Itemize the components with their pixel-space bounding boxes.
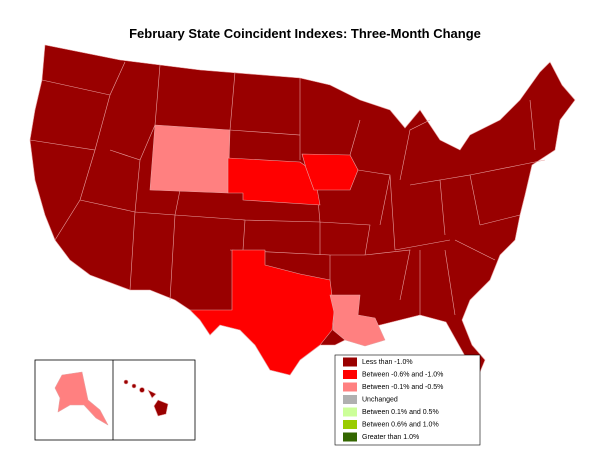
us-map <box>29 44 576 376</box>
state-region <box>147 389 157 399</box>
legend-label: Unchanged <box>362 396 398 403</box>
legend: Less than -1.0% Between -0.6% and -1.0% Be… <box>343 357 443 442</box>
legend-swatch <box>343 370 357 379</box>
state-region <box>153 399 169 417</box>
legend-box <box>334 354 481 446</box>
legend-label: Greater than 1.0% <box>362 434 419 441</box>
state-border <box>29 61 546 316</box>
legend-swatch <box>343 382 357 392</box>
hawaii <box>123 379 169 417</box>
state-region <box>227 157 321 206</box>
state-region <box>301 153 359 191</box>
legend-label: Between -0.6% and -1.0% <box>362 371 443 378</box>
legend-label: Between 0.6% and 1.0% <box>362 421 439 428</box>
legend-swatch <box>343 395 357 404</box>
inset-frame <box>34 359 196 441</box>
legend-label: Between -0.1% and -0.5% <box>362 384 443 391</box>
state-region <box>123 379 129 385</box>
map-title: February State Coincident Indexes: Three… <box>129 26 481 41</box>
state-region <box>139 387 145 393</box>
state-region <box>149 124 231 194</box>
legend-swatch <box>343 420 357 429</box>
inset-maps <box>34 359 196 441</box>
state-region <box>54 371 109 426</box>
legend-swatch <box>343 357 357 367</box>
state-region <box>131 383 137 389</box>
legend-label: Between 0.1% and 0.5% <box>362 409 439 416</box>
state-region <box>189 249 335 376</box>
legend-swatch <box>343 407 357 417</box>
state-region <box>329 294 386 347</box>
legend-swatch <box>343 432 357 442</box>
legend-label: Less than -1.0% <box>362 359 413 366</box>
